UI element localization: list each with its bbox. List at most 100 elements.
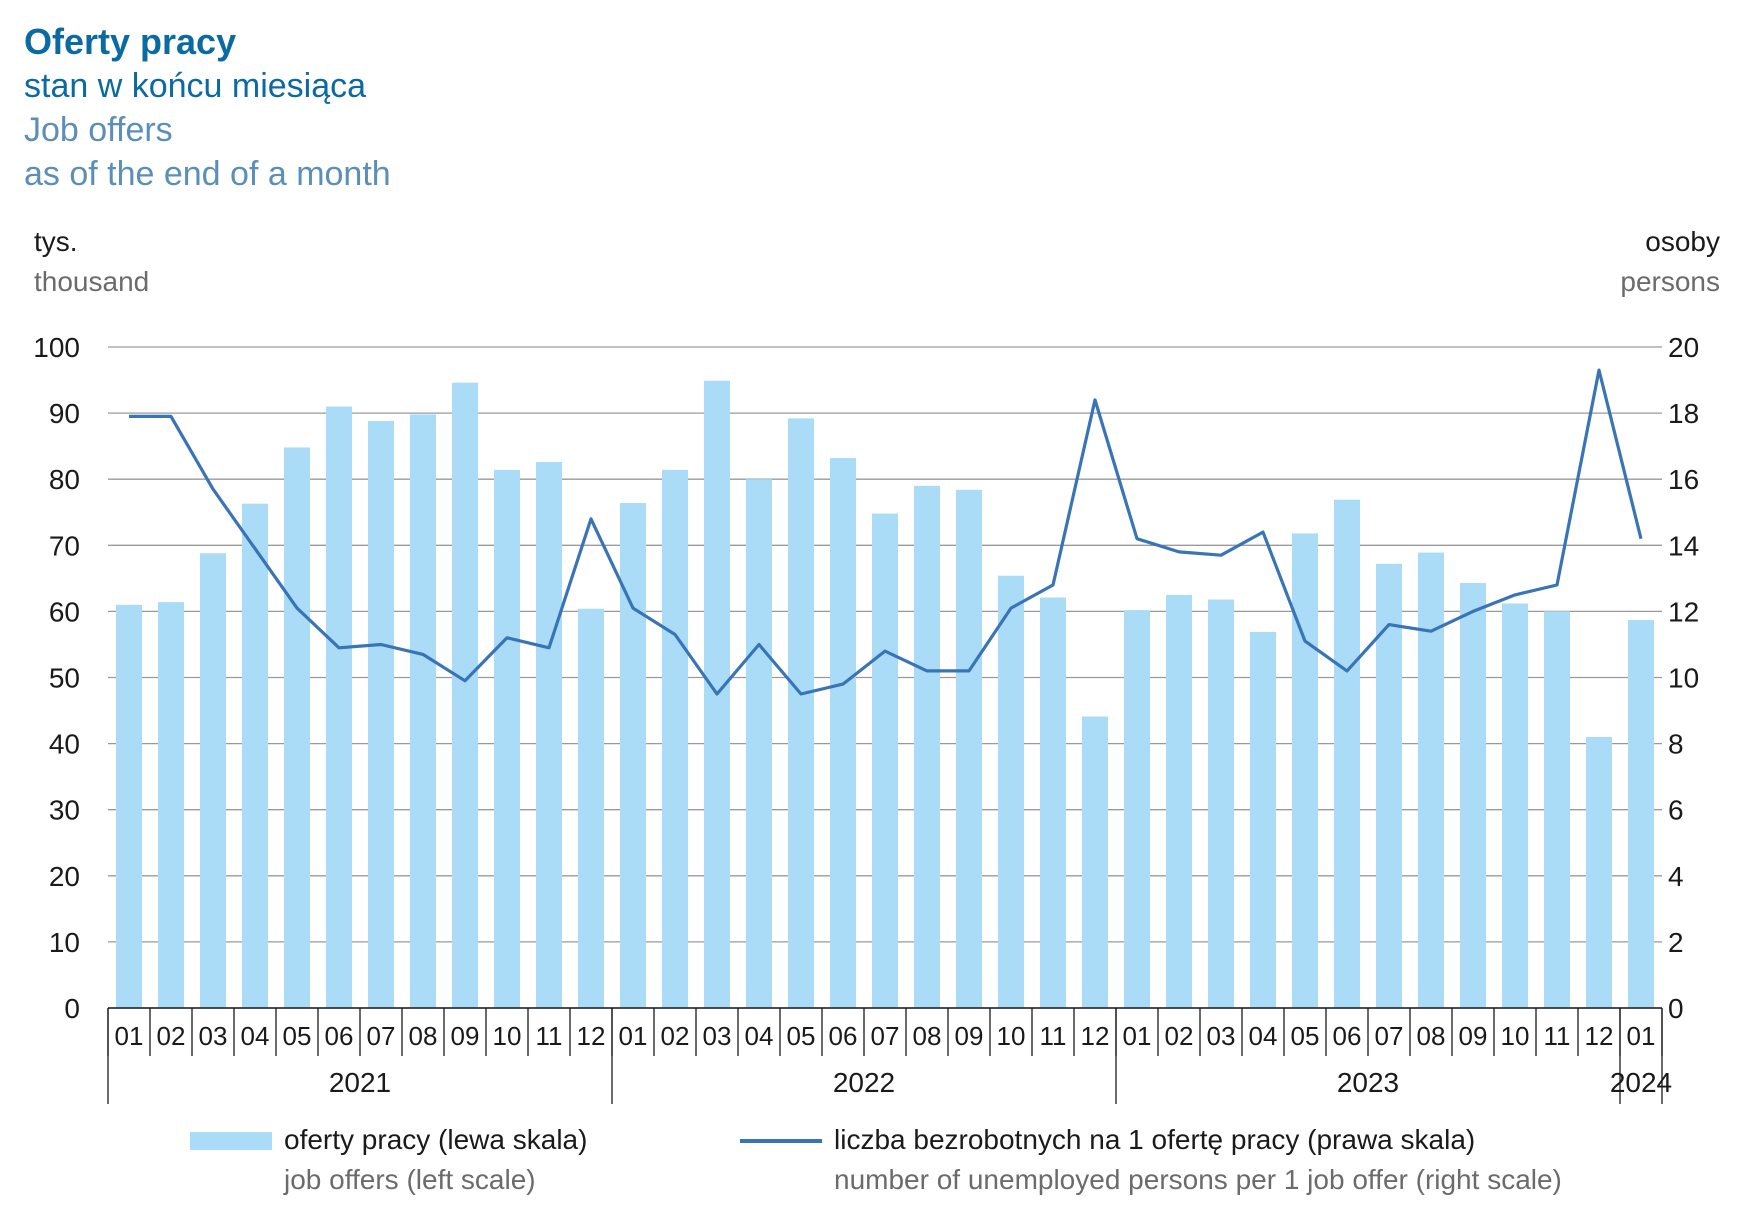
month-tick-label: 11: [536, 1021, 563, 1051]
right-axis-tick-label: 10: [1668, 663, 1699, 694]
right-axis-tick-label: 6: [1668, 795, 1684, 826]
left-axis-tick-label: 10: [49, 927, 80, 958]
month-tick-label: 10: [493, 1021, 522, 1051]
bar: [829, 458, 857, 1009]
month-tick-label: 01: [1627, 1021, 1656, 1051]
bar: [1543, 611, 1571, 1008]
bar: [1039, 597, 1067, 1008]
right-axis-unit-en: persons: [1620, 266, 1720, 297]
month-tick-label: 07: [871, 1021, 900, 1051]
left-axis-tick-label: 100: [33, 332, 80, 363]
year-label: 2022: [833, 1067, 895, 1098]
left-axis-tick-label: 70: [49, 530, 80, 561]
bar: [1207, 599, 1235, 1008]
bar: [199, 553, 227, 1008]
bar: [283, 447, 311, 1008]
month-tick-label: 03: [703, 1021, 732, 1051]
bar: [619, 502, 647, 1008]
bar: [871, 513, 899, 1008]
left-axis-unit: tys. thousand: [34, 222, 149, 302]
month-tick-label: 11: [1040, 1021, 1067, 1051]
year-label: 2024: [1610, 1067, 1672, 1098]
bar: [913, 485, 941, 1008]
month-tick-label: 06: [829, 1021, 858, 1051]
left-axis-tick-label: 60: [49, 596, 80, 627]
month-tick-label: 08: [409, 1021, 438, 1051]
month-tick-label: 12: [1081, 1021, 1110, 1051]
month-tick-label: 12: [577, 1021, 606, 1051]
month-tick-label: 12: [1585, 1021, 1614, 1051]
bar: [997, 575, 1025, 1008]
left-axis-unit-pl: tys.: [34, 226, 78, 257]
legend-bars-label-pl: oferty pracy (lewa skala): [284, 1124, 588, 1155]
bar: [451, 382, 479, 1009]
month-tick-label: 03: [199, 1021, 228, 1051]
bar: [157, 602, 185, 1008]
chart-subtitle-en: as of the end of a month: [24, 155, 391, 193]
right-axis-tick-label: 8: [1668, 729, 1684, 760]
bar: [1627, 619, 1655, 1008]
bar: [745, 479, 773, 1008]
month-tick-label: 10: [1501, 1021, 1530, 1051]
bar: [1123, 610, 1151, 1008]
right-axis-tick-label: 12: [1668, 596, 1699, 627]
bar: [1291, 533, 1319, 1008]
left-axis-tick-label: 30: [49, 795, 80, 826]
chart-title-en: Job offers: [24, 111, 173, 149]
right-axis-tick-label: 4: [1668, 861, 1684, 892]
bar: [955, 489, 983, 1008]
year-label: 2023: [1337, 1067, 1399, 1098]
month-tick-label: 10: [997, 1021, 1026, 1051]
year-label: 2021: [329, 1067, 391, 1098]
month-tick-label: 06: [325, 1021, 354, 1051]
chart-subtitle: stan w końcu miesiąca: [24, 67, 367, 105]
bar: [1585, 736, 1613, 1008]
month-tick-label: 04: [241, 1021, 270, 1051]
month-tick-label: 07: [367, 1021, 396, 1051]
month-tick-label: 09: [955, 1021, 984, 1051]
month-tick-label: 02: [661, 1021, 690, 1051]
bar: [1459, 582, 1487, 1008]
left-axis-tick-label: 90: [49, 398, 80, 429]
right-axis-tick-label: 18: [1668, 398, 1699, 429]
bar: [241, 503, 269, 1008]
month-tick-label: 05: [283, 1021, 312, 1051]
chart-titles: Oferty pracy stan w końcu miesiąca Job o…: [24, 20, 391, 196]
chart-title: Oferty pracy: [24, 21, 237, 62]
left-axis-tick-label: 50: [49, 663, 80, 694]
bar: [367, 421, 395, 1009]
legend-line-swatch: [740, 1139, 822, 1143]
legend-bar-swatch: [190, 1132, 272, 1150]
bar: [409, 414, 437, 1008]
month-tick-label: 04: [745, 1021, 774, 1051]
bar: [577, 608, 605, 1008]
bar: [115, 604, 143, 1008]
right-axis-unit-pl: osoby: [1645, 226, 1720, 257]
month-tick-label: 09: [1459, 1021, 1488, 1051]
right-axis-unit: osoby persons: [1620, 222, 1720, 302]
bar: [493, 469, 521, 1008]
month-tick-label: 01: [115, 1021, 144, 1051]
legend-bars-label-en: job offers (left scale): [284, 1164, 536, 1195]
left-axis-tick-label: 20: [49, 861, 80, 892]
legend-line-label-pl: liczba bezrobotnych na 1 ofertę pracy (p…: [834, 1124, 1476, 1155]
month-tick-label: 01: [1123, 1021, 1152, 1051]
bar: [1501, 603, 1529, 1008]
month-tick-label: 06: [1333, 1021, 1362, 1051]
month-tick-label: 02: [157, 1021, 186, 1051]
bar: [325, 406, 353, 1008]
right-axis-tick-label: 20: [1668, 332, 1699, 363]
bar: [1417, 552, 1445, 1008]
month-tick-label: 05: [787, 1021, 816, 1051]
bar: [1375, 563, 1403, 1008]
right-axis-tick-label: 2: [1668, 927, 1684, 958]
bar: [1165, 594, 1193, 1008]
right-axis-tick-label: 16: [1668, 464, 1699, 495]
month-tick-label: 05: [1291, 1021, 1320, 1051]
left-axis-tick-label: 40: [49, 729, 80, 760]
month-tick-label: 08: [913, 1021, 942, 1051]
bar: [535, 462, 563, 1008]
bar: [787, 418, 815, 1008]
left-axis-tick-label: 80: [49, 464, 80, 495]
